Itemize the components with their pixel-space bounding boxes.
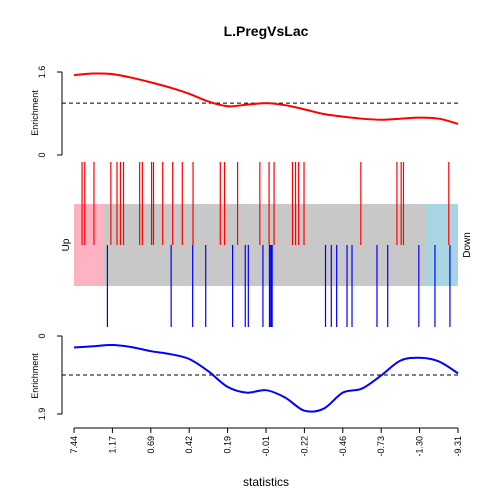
x-tick-label-4: 0.19 bbox=[223, 436, 233, 454]
up-y-tick-label-max: 1.6 bbox=[37, 66, 47, 79]
down-y-axis-label: Enrichment bbox=[30, 353, 40, 399]
down-enrichment-curve bbox=[73, 344, 459, 413]
x-tick-label-8: -0.73 bbox=[376, 436, 386, 457]
x-tick-label-1: 1.17 bbox=[107, 436, 117, 454]
x-tick-label-0: 7.44 bbox=[69, 436, 79, 454]
barcode-up-label: Up bbox=[61, 238, 72, 251]
barcode-middle-band bbox=[74, 204, 458, 286]
down-enrichment-panel: 0 1.9 Enrichment bbox=[30, 333, 459, 421]
down-gene-lines bbox=[106, 245, 451, 327]
up-y-tick-label-min: 0 bbox=[37, 152, 47, 157]
x-tick-label-10: -9.31 bbox=[453, 436, 463, 457]
x-axis: 7.44 1.17 0.69 0.42 0.19 -0.01 -0.22 -0.46 -0.73… bbox=[69, 427, 463, 489]
down-y-tick-label-min: 0 bbox=[37, 333, 47, 338]
x-tick-label-6: -0.22 bbox=[299, 436, 309, 457]
x-tick-label-7: -0.46 bbox=[338, 436, 348, 457]
x-axis-label: statistics bbox=[243, 475, 289, 489]
x-tick-label-5: -0.01 bbox=[261, 436, 271, 457]
down-y-tick-label-max: 1.9 bbox=[37, 408, 47, 421]
up-gene-lines bbox=[81, 162, 450, 245]
up-enrichment-panel: 1.6 0 Enrichment bbox=[30, 66, 459, 158]
barcode: Up Down bbox=[61, 162, 473, 327]
x-tick-label-2: 0.69 bbox=[146, 436, 156, 454]
barcode-down-label: Down bbox=[462, 232, 473, 258]
chart-title: L.PregVsLac bbox=[224, 23, 309, 39]
barcode-down-region bbox=[425, 204, 458, 286]
barcode-up-region bbox=[74, 204, 104, 286]
up-y-axis-label: Enrichment bbox=[30, 90, 40, 136]
x-tick-label-3: 0.42 bbox=[184, 436, 194, 454]
up-enrichment-curve bbox=[73, 72, 459, 125]
x-tick-label-9: -1.30 bbox=[415, 436, 425, 457]
